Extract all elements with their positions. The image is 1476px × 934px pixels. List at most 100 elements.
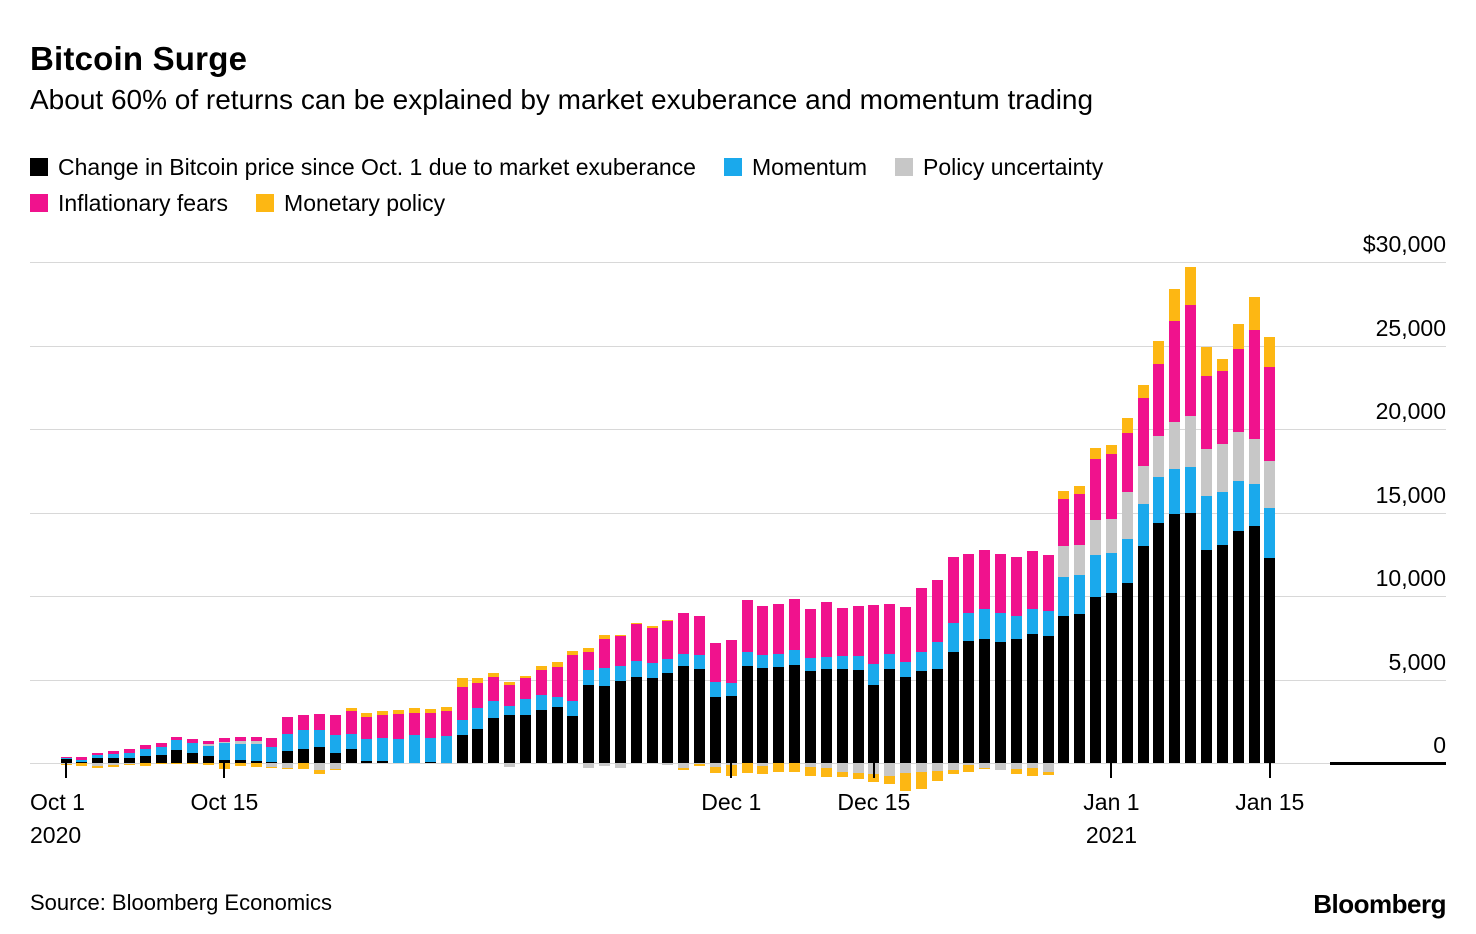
bar-segment xyxy=(108,751,120,754)
bar-segment xyxy=(1169,289,1181,321)
bar-segment xyxy=(361,713,373,717)
bar-segment xyxy=(234,759,246,763)
bar-segment xyxy=(535,670,547,695)
bar-segment xyxy=(630,660,642,677)
bar-segment xyxy=(646,678,658,763)
y-axis-label: 20,000 xyxy=(1375,398,1446,424)
bar-segment xyxy=(1185,466,1197,513)
bar-segment xyxy=(504,685,516,707)
bar-segment xyxy=(1058,490,1070,500)
x-axis-label-line: Jan 1 xyxy=(1083,789,1140,815)
bar-segment xyxy=(1216,444,1228,493)
bar-segment xyxy=(900,661,912,677)
bar-segment xyxy=(789,650,801,666)
bar-segment xyxy=(1200,347,1212,377)
bar-segment xyxy=(1105,454,1117,519)
bar-segment xyxy=(694,615,706,655)
bar-segment xyxy=(123,749,135,753)
bar-segment xyxy=(345,711,357,734)
bar-segment xyxy=(298,714,310,731)
bar-segment xyxy=(1026,763,1038,768)
bar-segment xyxy=(995,613,1007,643)
bar-segment xyxy=(678,666,690,763)
bar-segment xyxy=(567,655,579,701)
bar-segment xyxy=(852,606,864,656)
bar-segment xyxy=(678,763,690,768)
bar-segment xyxy=(187,763,199,765)
x-axis-label: Jan 1 2021 xyxy=(1083,786,1139,852)
bar-segment xyxy=(614,763,626,768)
bar-segment xyxy=(456,686,468,720)
bar-segment xyxy=(1074,544,1086,576)
bar-segment xyxy=(694,654,706,670)
bar-segment xyxy=(804,766,816,776)
bar-segment xyxy=(1121,582,1133,763)
bar-segment xyxy=(820,767,832,778)
bar-segment xyxy=(1137,504,1149,547)
bar-segment xyxy=(1216,544,1228,763)
bar-segment xyxy=(804,763,816,767)
legend-swatch-icon xyxy=(30,158,48,176)
bar-segment xyxy=(456,734,468,763)
bar-segment xyxy=(1042,611,1054,636)
bar-segment xyxy=(947,763,959,770)
bar-segment xyxy=(773,667,785,763)
bar-segment xyxy=(931,642,943,669)
bar-segment xyxy=(313,763,325,771)
bar-segment xyxy=(424,737,436,762)
bar-segment xyxy=(757,654,769,668)
bar-segment xyxy=(472,683,484,708)
bar-segment xyxy=(472,678,484,684)
bar-segment xyxy=(979,767,991,770)
y-axis-label: 0 xyxy=(1433,732,1446,758)
bar-segment xyxy=(836,772,848,778)
gridline xyxy=(30,262,1446,263)
legend-label: Change in Bitcoin price since Oct. 1 due… xyxy=(58,154,696,180)
bar-segment xyxy=(1074,614,1086,763)
plot-area: $30,000 25,000 20,000 15,000 10,000 5,000 0 Oct… xyxy=(30,231,1446,848)
bar-segment xyxy=(535,694,547,710)
bar-segment xyxy=(1074,575,1086,615)
bar-segment xyxy=(488,701,500,719)
gridline xyxy=(30,596,1446,597)
bar-segment xyxy=(1105,518,1117,554)
bar-segment xyxy=(139,748,151,757)
bar-segment xyxy=(519,675,531,679)
bar-segment xyxy=(203,763,215,766)
bar-segment xyxy=(931,579,943,643)
bar-segment xyxy=(139,756,151,763)
y-axis-label: 15,000 xyxy=(1375,481,1446,508)
bar-segment xyxy=(1216,492,1228,545)
bar-segment xyxy=(709,766,721,774)
bar-segment xyxy=(931,771,943,781)
bar-segment xyxy=(345,749,357,763)
bar-segment xyxy=(995,554,1007,614)
bar-segment xyxy=(1042,554,1054,612)
bar-segment xyxy=(76,763,88,766)
bar-segment xyxy=(187,742,199,753)
bar-segment xyxy=(519,698,531,715)
bar-segment xyxy=(282,767,294,769)
bar-segment xyxy=(694,763,706,764)
bar-segment xyxy=(804,608,816,659)
bar-segment xyxy=(1169,469,1181,515)
x-axis-label-line: Dec 15 xyxy=(837,789,911,815)
bar-segment xyxy=(1074,486,1086,495)
bar-segment xyxy=(218,743,230,760)
y-axis-label: 5,000 xyxy=(1388,648,1446,675)
bar-segment xyxy=(915,652,927,672)
bar-segment xyxy=(1090,520,1102,555)
bar-segment xyxy=(900,606,912,662)
bar-segment xyxy=(868,773,880,783)
legend-item: Monetary policy xyxy=(256,185,445,221)
bar-segment xyxy=(741,600,753,653)
bar-segment xyxy=(900,676,912,763)
bar-segment xyxy=(884,775,896,784)
bar-segment xyxy=(820,669,832,763)
bar-segment xyxy=(1090,459,1102,521)
bar-segment xyxy=(583,670,595,686)
bar-segment xyxy=(203,756,215,763)
bar-segment xyxy=(139,745,151,749)
bar-segment xyxy=(1105,553,1117,593)
